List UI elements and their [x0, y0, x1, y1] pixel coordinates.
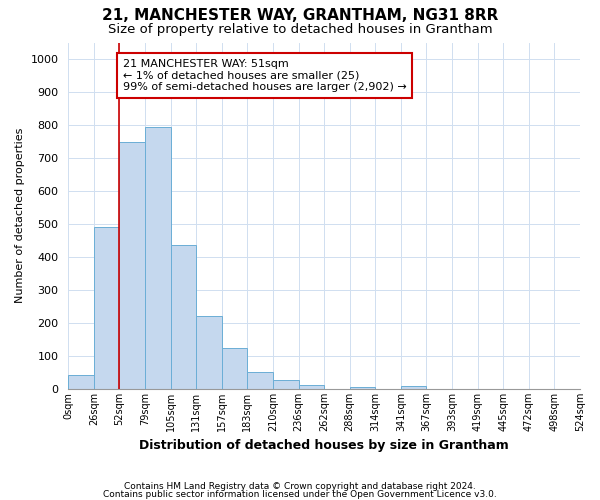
Bar: [119, 142, 145, 389]
Bar: [273, 380, 299, 389]
Bar: [299, 385, 324, 389]
Text: Size of property relative to detached houses in Grantham: Size of property relative to detached ho…: [107, 22, 493, 36]
X-axis label: Distribution of detached houses by size in Grantham: Distribution of detached houses by size …: [139, 440, 509, 452]
Bar: [94, 228, 119, 389]
Bar: [401, 386, 427, 389]
Y-axis label: Number of detached properties: Number of detached properties: [15, 128, 25, 304]
Text: 21 MANCHESTER WAY: 51sqm
← 1% of detached houses are smaller (25)
99% of semi-de: 21 MANCHESTER WAY: 51sqm ← 1% of detache…: [122, 59, 406, 92]
Bar: [350, 388, 376, 389]
Bar: [68, 375, 94, 389]
Bar: [222, 348, 247, 389]
Bar: [247, 372, 273, 389]
Text: 21, MANCHESTER WAY, GRANTHAM, NG31 8RR: 21, MANCHESTER WAY, GRANTHAM, NG31 8RR: [102, 8, 498, 22]
Text: Contains HM Land Registry data © Crown copyright and database right 2024.: Contains HM Land Registry data © Crown c…: [124, 482, 476, 491]
Bar: [145, 126, 170, 389]
Bar: [196, 316, 222, 389]
Text: Contains public sector information licensed under the Open Government Licence v3: Contains public sector information licen…: [103, 490, 497, 499]
Bar: [170, 245, 196, 389]
